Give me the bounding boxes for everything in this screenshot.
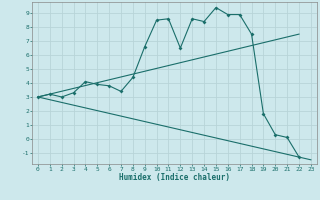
X-axis label: Humidex (Indice chaleur): Humidex (Indice chaleur) — [119, 173, 230, 182]
